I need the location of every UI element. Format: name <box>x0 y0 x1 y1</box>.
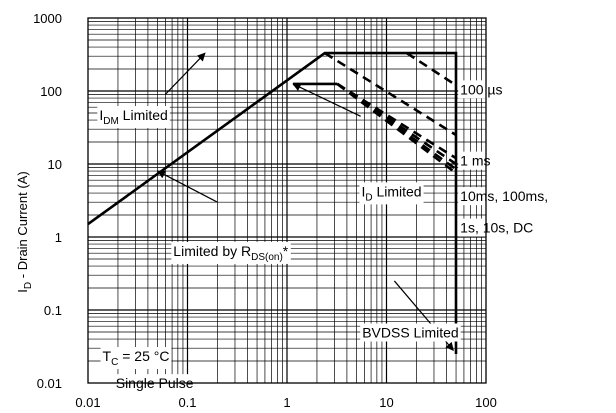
annotation-label: Limited by RDS(on)* <box>173 243 288 263</box>
annotation: 10ms, 100ms, <box>458 187 551 206</box>
annotation-background <box>458 218 536 237</box>
x-tick-label: 0.1 <box>178 395 196 410</box>
x-tick-label: 100 <box>475 395 497 410</box>
annotation-text: 1s, 10s, DC <box>460 220 533 236</box>
annotation-text: Limited by R <box>173 243 251 259</box>
annotation: BVDSS Limited <box>360 323 461 342</box>
y-axis-label: ID - Drain Current (A) <box>15 171 34 292</box>
annotation-label: 1 ms <box>460 153 490 169</box>
annotation-subscript: DS(on) <box>251 252 283 263</box>
y-tick-label: 0.1 <box>44 303 62 318</box>
annotation-text: Limited <box>119 107 168 123</box>
annotation: 1 ms <box>458 151 493 170</box>
annotation-label: TC = 25 °C <box>103 348 170 368</box>
annotation-text: T <box>103 348 112 364</box>
annotation-label: 10ms, 100ms, <box>460 188 548 204</box>
annotation-label: 100 µs <box>460 81 502 97</box>
annotation-background <box>100 347 172 370</box>
annotation: TC = 25 °C <box>100 347 172 370</box>
annotation-background <box>458 151 493 170</box>
annotation-background <box>360 323 461 342</box>
annotation-text: Limited <box>373 183 422 199</box>
annotation-background <box>458 187 551 206</box>
tick-labels: 0.01 0.1 1 10 100 1000 100 10 1 0.1 0.01 <box>33 11 497 410</box>
annotation-label: BVDSS Limited <box>362 325 458 341</box>
annotation-background <box>97 106 170 129</box>
y-tick-label: 1000 <box>33 11 62 26</box>
annotation-text: * <box>283 243 289 259</box>
x-tick-label: 0.01 <box>75 395 100 410</box>
y-tick-label: 0.01 <box>37 376 62 391</box>
annotation: 100 µs <box>458 80 505 99</box>
limit-line <box>87 51 458 354</box>
annotation: IDM Limited <box>97 106 170 129</box>
plot-frame <box>87 17 487 384</box>
soa-dashed-line <box>336 82 457 171</box>
annotation-arrow <box>156 170 218 203</box>
annotation-label: IDM Limited <box>99 107 167 127</box>
soa-dashed-line <box>406 52 457 87</box>
annotation-background <box>458 80 505 99</box>
annotation-text: I <box>99 107 103 123</box>
annotation-text: 100 µs <box>460 81 502 97</box>
annotation-subscript: DM <box>103 116 119 127</box>
y-tick-label: 1 <box>55 230 62 245</box>
x-tick-label: 1 <box>283 395 290 410</box>
annotation-background <box>171 241 291 264</box>
annotation: Limited by RDS(on)* <box>171 241 291 264</box>
y-tick-label: 10 <box>48 157 62 172</box>
annotation-text: 10ms, 100ms, <box>460 188 548 204</box>
annotation-arrow <box>164 52 206 95</box>
annotation-background <box>359 182 424 205</box>
annotation-text: = 25 °C <box>118 348 169 364</box>
soa-dashed-line <box>336 82 457 175</box>
series <box>87 51 458 354</box>
annotation-text: 1 ms <box>460 153 490 169</box>
annotation: ID Limited <box>359 182 424 205</box>
annotation-label: 1s, 10s, DC <box>460 220 533 236</box>
soa-dashed-line <box>324 51 457 137</box>
annotation-subscript: C <box>111 357 118 368</box>
annotation-text: I <box>361 183 365 199</box>
x-tick-label: 10 <box>379 395 393 410</box>
annotation: 1s, 10s, DC <box>458 218 536 237</box>
annotation-text: BVDSS Limited <box>362 325 458 341</box>
annotation-subscript: D <box>365 192 372 203</box>
annotation-label: ID Limited <box>361 183 421 203</box>
y-tick-label: 100 <box>40 84 62 99</box>
annotation-arrow <box>292 83 361 117</box>
